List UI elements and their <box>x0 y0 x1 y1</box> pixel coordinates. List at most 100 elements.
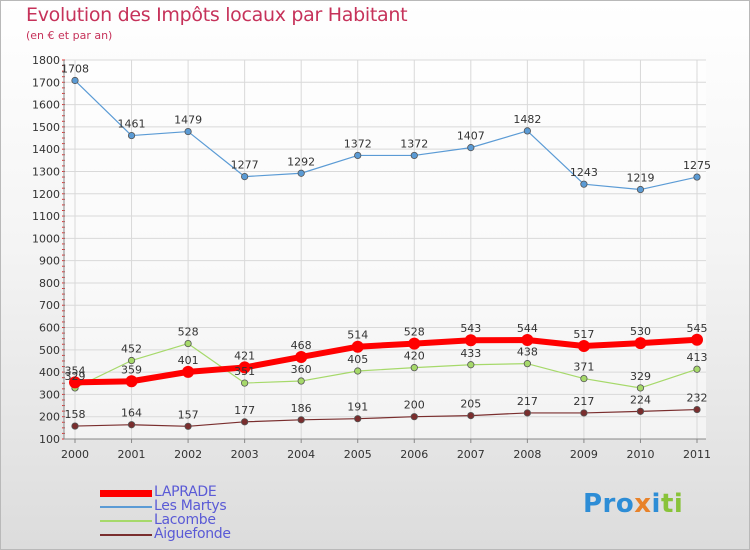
data-point <box>295 350 308 363</box>
data-label: 420 <box>404 350 425 363</box>
x-tick-label: 2002 <box>174 448 202 461</box>
data-point <box>297 377 305 385</box>
series-line-lacombe <box>74 342 698 389</box>
data-label: 329 <box>630 370 651 383</box>
data-label: 544 <box>517 322 538 335</box>
legend-label: Les Martys <box>154 498 227 514</box>
data-point <box>577 340 590 353</box>
y-tick-label: 1800 <box>32 54 60 67</box>
data-point <box>523 360 531 368</box>
brand-part-4: ti <box>660 489 684 519</box>
legend-swatch <box>100 506 152 508</box>
data-point <box>351 340 364 353</box>
data-point <box>467 411 475 420</box>
legend-swatch <box>100 534 152 536</box>
data-label: 1407 <box>457 130 485 143</box>
data-point <box>634 337 647 350</box>
x-tick-label: 2006 <box>400 448 428 461</box>
chart-subtitle: (en € et par an) <box>26 29 113 42</box>
data-label: 371 <box>573 361 594 374</box>
data-point <box>71 422 79 430</box>
data-point <box>408 337 421 350</box>
data-label: 1479 <box>174 114 202 127</box>
data-label: 452 <box>121 343 142 356</box>
legend-label: Aiguefonde <box>154 526 231 542</box>
data-label: 1708 <box>61 63 89 76</box>
x-tick-label: 2007 <box>457 448 485 461</box>
data-label: 1461 <box>118 118 146 131</box>
data-label: 359 <box>121 363 142 376</box>
data-label: 1277 <box>231 159 259 172</box>
data-point <box>523 409 531 417</box>
data-label: 405 <box>347 353 368 366</box>
data-label: 433 <box>460 347 481 360</box>
y-tick-label: 1100 <box>32 210 60 223</box>
data-label: 217 <box>517 395 538 408</box>
data-point <box>241 172 249 181</box>
data-label: 351 <box>234 365 255 378</box>
data-label: 1219 <box>626 172 654 185</box>
data-label: 413 <box>687 351 708 364</box>
x-tick-label: 2008 <box>513 448 541 461</box>
data-point <box>184 339 192 348</box>
legend-label: Lacombe <box>154 512 216 528</box>
data-point <box>410 413 418 421</box>
data-point <box>464 334 477 347</box>
data-label: 530 <box>630 325 651 338</box>
data-point <box>241 379 249 387</box>
data-point <box>636 384 645 392</box>
chart-title: Evolution des Impôts locaux par Habitant <box>26 4 408 26</box>
legend-swatch <box>100 520 152 522</box>
data-point <box>238 361 251 374</box>
y-tick-label: 900 <box>39 255 60 268</box>
data-label: 1372 <box>400 137 428 150</box>
y-tick-label: 300 <box>39 388 60 401</box>
data-point <box>297 416 305 424</box>
data-point <box>580 180 588 188</box>
x-tick-label: 2005 <box>344 448 372 461</box>
data-label: 401 <box>178 354 199 367</box>
brand-part-2: x <box>634 489 652 519</box>
data-point <box>523 127 531 135</box>
x-tick-label: 2000 <box>61 448 89 461</box>
data-label: 1482 <box>513 113 541 126</box>
data-point <box>521 334 534 347</box>
y-tick-label: 1700 <box>32 76 60 89</box>
data-point <box>636 407 645 415</box>
brand-logo: Proxiti <box>583 489 683 519</box>
data-label: 217 <box>573 395 594 408</box>
y-tick-label: 500 <box>39 344 60 357</box>
data-label: 191 <box>347 401 368 414</box>
x-tick-label: 2001 <box>118 448 146 461</box>
data-point <box>636 185 645 194</box>
data-point <box>297 169 305 177</box>
x-tick-label: 2003 <box>231 448 259 461</box>
data-label: 224 <box>630 393 651 406</box>
data-point <box>184 127 192 136</box>
data-label: 421 <box>234 349 255 362</box>
series-line-laprade <box>74 336 698 386</box>
data-point <box>691 333 703 346</box>
y-tick-label: 100 <box>39 433 60 446</box>
data-point <box>693 173 701 181</box>
y-tick-label: 1600 <box>32 99 60 112</box>
data-label: 232 <box>687 392 708 405</box>
y-tick-label: 400 <box>39 366 60 379</box>
data-point <box>354 367 362 375</box>
x-tick-label: 2004 <box>287 448 315 461</box>
data-label: 1243 <box>570 166 598 179</box>
data-point <box>69 376 81 389</box>
data-point <box>467 361 475 369</box>
data-point <box>580 374 588 383</box>
brand-part-1: Pro <box>583 489 635 519</box>
data-point <box>182 365 195 378</box>
y-tick-label: 1000 <box>32 232 60 245</box>
data-label: 514 <box>347 329 368 342</box>
legend-label: LAPRADE <box>154 484 217 500</box>
data-point <box>410 151 418 160</box>
data-label: 543 <box>460 322 481 335</box>
data-label: 157 <box>178 408 199 421</box>
data-label: 177 <box>234 404 255 417</box>
x-tick-label: 2010 <box>626 448 654 461</box>
